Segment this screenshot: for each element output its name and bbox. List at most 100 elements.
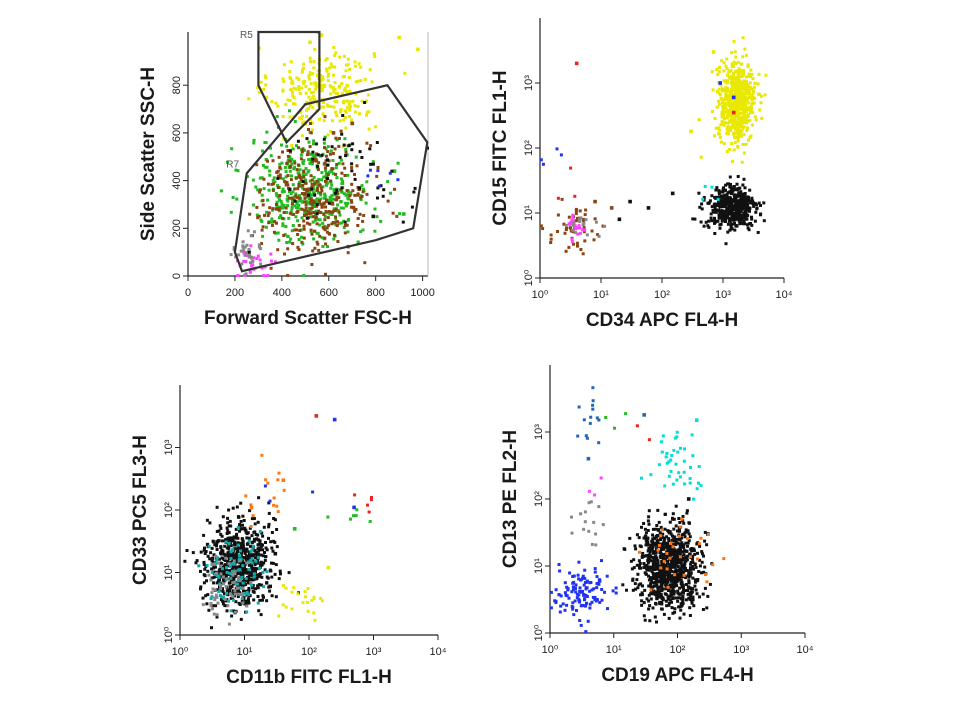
data-point: [740, 221, 744, 225]
data-point: [361, 190, 365, 194]
data-point: [647, 509, 651, 513]
data-point: [643, 527, 647, 531]
data-point: [213, 543, 217, 547]
data-point: [727, 70, 731, 74]
data-point: [219, 572, 223, 576]
data-point: [724, 106, 728, 110]
data-point: [273, 220, 277, 224]
data-point: [738, 209, 742, 213]
data-point: [549, 606, 553, 610]
data-point: [726, 197, 730, 201]
data-point: [332, 105, 336, 109]
data-point: [570, 515, 573, 519]
data-point: [232, 576, 236, 580]
data-point: [353, 104, 357, 108]
data-point: [373, 229, 377, 233]
data-point: [729, 183, 732, 186]
data-point: [652, 566, 656, 570]
data-point: [348, 115, 351, 118]
data-point: [224, 604, 228, 608]
data-point: [257, 243, 261, 247]
data-point: [665, 555, 669, 559]
data-point: [727, 113, 731, 117]
data-point: [324, 179, 327, 183]
data-point: [647, 607, 651, 611]
data-point: [757, 72, 761, 76]
data-point: [651, 543, 655, 547]
data-point: [361, 228, 365, 232]
data-point: [312, 611, 316, 615]
data-point: [717, 99, 721, 103]
data-point: [644, 537, 648, 541]
data-point: [681, 550, 685, 554]
data-point: [318, 117, 321, 121]
data-point: [717, 132, 721, 136]
data-point: [655, 547, 658, 551]
series-4: [570, 500, 605, 547]
data-point: [320, 205, 324, 209]
data-point: [280, 161, 284, 165]
data-point: [708, 582, 712, 586]
data-point: [669, 591, 673, 595]
data-point: [733, 50, 737, 54]
data-point: [311, 159, 315, 163]
data-point: [311, 150, 315, 154]
data-point: [647, 555, 651, 559]
data-point: [680, 575, 684, 579]
data-point: [568, 226, 572, 230]
data-point: [206, 593, 210, 597]
data-point: [273, 551, 278, 556]
data-point: [286, 183, 290, 187]
data-point: [659, 580, 663, 584]
data-point: [686, 544, 689, 548]
data-point: [743, 111, 746, 115]
data-point: [251, 589, 255, 593]
data-point: [734, 100, 738, 104]
data-point: [706, 224, 710, 228]
data-point: [272, 517, 276, 520]
data-point: [241, 245, 245, 249]
data-point: [243, 526, 247, 530]
data-point: [724, 86, 728, 89]
data-point: [579, 248, 583, 251]
data-point: [718, 199, 722, 203]
data-point: [278, 194, 282, 197]
data-point: [296, 245, 300, 249]
data-point: [215, 544, 218, 548]
data-point: [288, 187, 292, 191]
data-point: [210, 595, 214, 599]
data-point: [331, 197, 335, 201]
data-point: [717, 102, 721, 106]
data-point: [738, 205, 742, 209]
data-point: [269, 259, 273, 263]
data-point: [307, 158, 311, 162]
data-point: [306, 201, 309, 205]
data-point: [297, 163, 300, 167]
data-point: [297, 180, 301, 184]
data-point: [253, 549, 257, 553]
data-point: [284, 206, 288, 210]
data-point: [720, 201, 724, 205]
data-point: [724, 183, 728, 187]
data-point: [735, 122, 739, 126]
data-point: [221, 587, 224, 591]
data-point: [674, 543, 678, 547]
data-point: [268, 169, 272, 173]
data-point: [749, 134, 753, 138]
data-point: [334, 217, 338, 221]
data-point: [263, 74, 267, 78]
data-point: [733, 228, 737, 232]
data-point: [303, 590, 307, 593]
data-point: [212, 612, 216, 616]
data-point: [730, 97, 734, 101]
data-point: [748, 209, 751, 213]
data-point: [231, 555, 235, 559]
data-point: [255, 257, 259, 260]
data-point: [628, 536, 632, 540]
data-point: [299, 86, 303, 90]
data-point: [277, 207, 281, 211]
data-point: [732, 120, 736, 124]
data-point: [215, 595, 219, 599]
data-point: [742, 71, 745, 75]
data-point: [574, 219, 578, 223]
